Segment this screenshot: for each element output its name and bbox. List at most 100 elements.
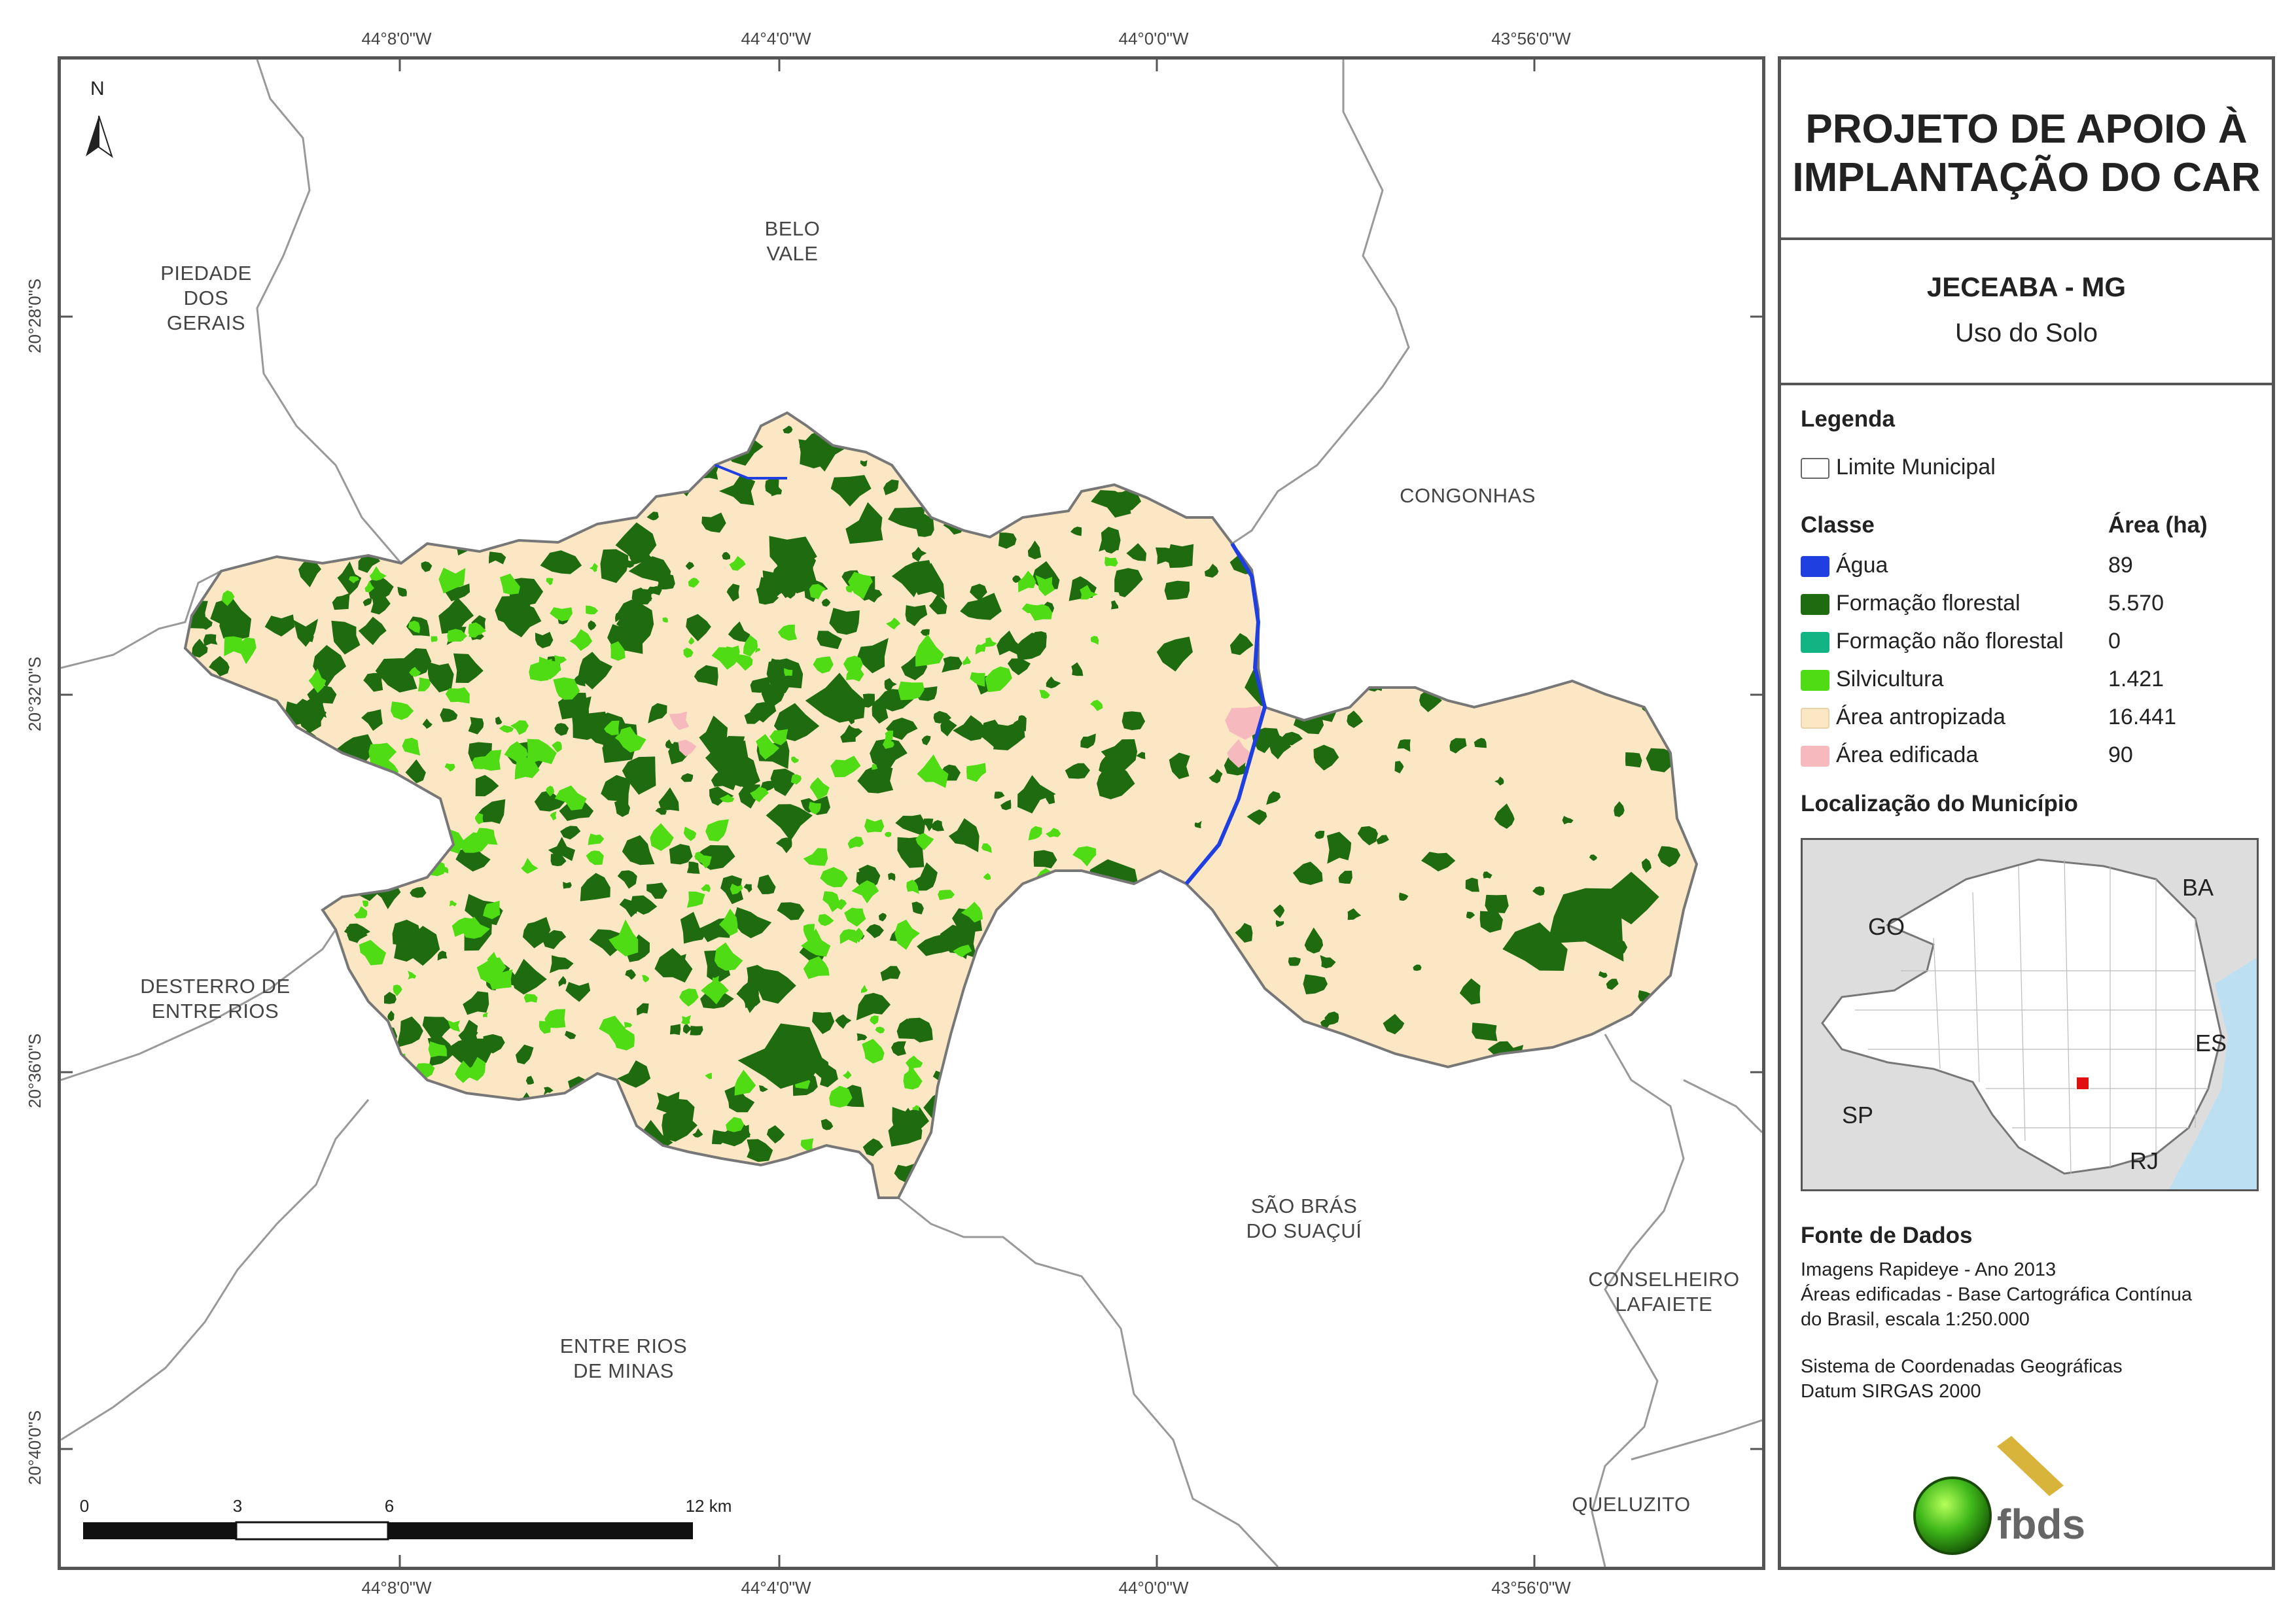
forest-patch (1443, 423, 1460, 443)
silviculture-patch (606, 1087, 618, 1103)
lon-label-top-2: 44°4'0"W (741, 29, 811, 48)
forest-patch (619, 1168, 654, 1193)
silviculture-patch (586, 850, 604, 865)
inset-municipal-mesh (1855, 859, 2215, 1174)
legend-class-area: 89 (2108, 553, 2133, 578)
silviculture-patch (701, 884, 711, 892)
forest-patch (447, 505, 457, 517)
forest-patch (588, 620, 597, 631)
forest-patch (552, 1181, 578, 1198)
forest-patch (1413, 964, 1422, 971)
forest-patch (1074, 413, 1103, 433)
forest-patch (666, 470, 690, 491)
forest-patch (1315, 830, 1325, 839)
forest-patch (765, 478, 779, 495)
silviculture-patch (734, 654, 753, 671)
forest-patch (1555, 413, 1588, 442)
forest-patch (1192, 495, 1205, 512)
forest-patch (1096, 888, 1122, 916)
forest-patch (1258, 1034, 1285, 1064)
silviculture-patch (569, 629, 593, 651)
forest-patch (225, 444, 233, 453)
forest-patch (332, 593, 350, 610)
forest-patch (215, 822, 242, 850)
forest-patch (351, 1021, 385, 1039)
forest-patch (1122, 413, 1137, 425)
sources-heading: Fonte de Dados (1801, 1223, 1973, 1248)
forest-patch (888, 873, 896, 881)
silviculture-patch (553, 677, 580, 700)
forest-patch (1580, 459, 1611, 480)
forest-patch (1606, 586, 1615, 599)
lon-label-top-1: 44°8'0"W (361, 29, 432, 48)
forest-patch (728, 621, 751, 642)
silviculture-patch (244, 1120, 256, 1127)
forest-patch (617, 870, 637, 889)
silviculture-patch (970, 1109, 989, 1126)
boundary-swatch (1801, 458, 1829, 480)
legend-heading: Legenda (1801, 406, 1895, 432)
forest-patch (917, 933, 955, 956)
legend-class-row: Formação florestal (1801, 591, 2021, 616)
forest-patch (1273, 904, 1285, 918)
forest-patch (463, 1163, 478, 1176)
forest-patch (259, 1193, 268, 1198)
forest-patch (354, 1078, 387, 1107)
forest-patch (722, 551, 730, 560)
river-north (715, 464, 787, 480)
neighbor-conselheiro-lafaiete: CONSELHEIRO LAFAIETE (1588, 1268, 1740, 1316)
forest-patch (866, 924, 884, 939)
forest-patch (699, 715, 730, 758)
forest-patch (228, 500, 265, 531)
forest-patch (192, 553, 203, 561)
forest-patch (1020, 971, 1040, 995)
forest-patch (1634, 621, 1646, 633)
forest-patch (264, 614, 295, 637)
silviculture-patch (448, 1020, 461, 1032)
forest-patch (988, 1062, 1002, 1075)
forest-patch (1110, 1083, 1146, 1116)
silviculture-patch (839, 929, 858, 945)
silviculture-patch (683, 826, 697, 841)
silviculture-patch (550, 811, 557, 821)
silviculture-patch (482, 1012, 488, 1018)
legend-class-row: Formação não florestal (1801, 629, 2064, 654)
silviculture-patch (1006, 1054, 1014, 1062)
silviculture-patch (233, 1072, 251, 1088)
silviculture-patch (321, 886, 331, 897)
forest-patch (993, 926, 1025, 956)
silviculture-patch (769, 729, 788, 746)
silviculture-patch (705, 1072, 713, 1079)
forest-block (1547, 888, 1625, 962)
forest-patch (467, 415, 486, 428)
forest-patch (232, 438, 268, 474)
forest-patch (923, 818, 934, 831)
forest-patch (344, 923, 371, 944)
forest-patch (821, 1119, 834, 1130)
forest-patch (657, 1178, 680, 1198)
forest-patch (1233, 1117, 1251, 1136)
forest-patch (963, 414, 999, 444)
forest-patch (835, 1014, 852, 1029)
forest-patch (1128, 1127, 1152, 1153)
silviculture-patch (688, 637, 695, 645)
forest-patch (313, 1041, 344, 1060)
forest-patch (185, 1097, 196, 1115)
forest-patch (1651, 478, 1672, 498)
forest-patch (775, 837, 792, 854)
silviculture-patch (809, 584, 826, 600)
boundary-label: Limite Municipal (1836, 455, 1996, 480)
forest-patch (1583, 602, 1604, 625)
legend-class-area: 16.441 (2108, 705, 2176, 729)
forest-patch (886, 438, 906, 460)
forest-patch (236, 940, 266, 958)
forest-patch (192, 638, 208, 658)
forest-patch (1185, 1079, 1195, 1086)
silviculture-patch (681, 1015, 691, 1025)
forest-patch (1354, 1053, 1378, 1081)
forest-patch (385, 1178, 414, 1198)
forest-patch (1464, 621, 1472, 630)
forest-patch (880, 966, 901, 981)
forest-patch (711, 768, 737, 790)
municipality-name: JECEABA - MG (1926, 271, 2127, 302)
